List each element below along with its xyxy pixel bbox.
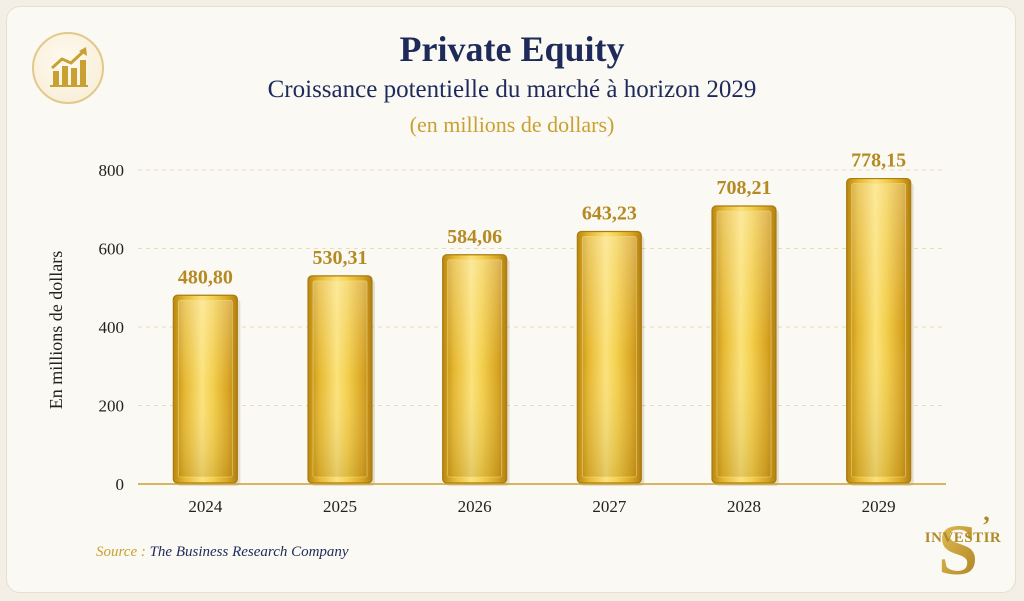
y-tick-label: 200 (99, 397, 125, 416)
value-label: 708,21 (717, 177, 772, 199)
source-text: The Business Research Company (149, 544, 349, 560)
svg-text:S: S (938, 510, 978, 588)
value-label: 480,80 (178, 266, 233, 288)
x-tick-label: 2027 (592, 497, 627, 516)
x-tick-label: 2024 (188, 497, 223, 516)
value-label: 530,31 (313, 247, 368, 269)
bar-bevel (851, 183, 907, 478)
investir-logo: S ’ INVESTIR (922, 508, 1004, 590)
y-tick-label: 400 (99, 318, 125, 337)
bar-bevel (177, 299, 233, 478)
y-axis-label: En millions de dollars (46, 251, 66, 409)
x-tick-label: 2028 (727, 497, 761, 516)
bar-bevel (716, 210, 772, 478)
value-label: 584,06 (447, 226, 502, 248)
svg-text:’: ’ (982, 511, 991, 540)
x-tick-label: 2025 (323, 497, 357, 516)
bar-bevel (312, 280, 368, 478)
chart-subtitle: Croissance potentielle du marché à horiz… (267, 76, 757, 103)
chart-unit-note: (en millions de dollars) (409, 112, 615, 137)
logo-mark: S ’ (938, 510, 991, 590)
logo-word: INVESTIR (924, 530, 1002, 546)
growth-chart-badge (32, 32, 104, 104)
growth-chart-icon (50, 47, 88, 87)
y-tick-label: 0 (116, 475, 125, 494)
y-tick-label: 600 (99, 240, 125, 259)
x-tick-label: 2029 (862, 497, 896, 516)
x-tick-label: 2026 (458, 497, 492, 516)
source-note: Source : The Business Research Company (96, 544, 349, 561)
y-tick-label: 800 (99, 161, 125, 180)
value-label: 778,15 (851, 150, 906, 172)
bar-bevel (581, 236, 637, 478)
source-label: Source : (96, 544, 146, 560)
value-label: 643,23 (582, 203, 637, 225)
chart-title: Private Equity (399, 29, 625, 69)
bar-bevel (447, 259, 503, 478)
